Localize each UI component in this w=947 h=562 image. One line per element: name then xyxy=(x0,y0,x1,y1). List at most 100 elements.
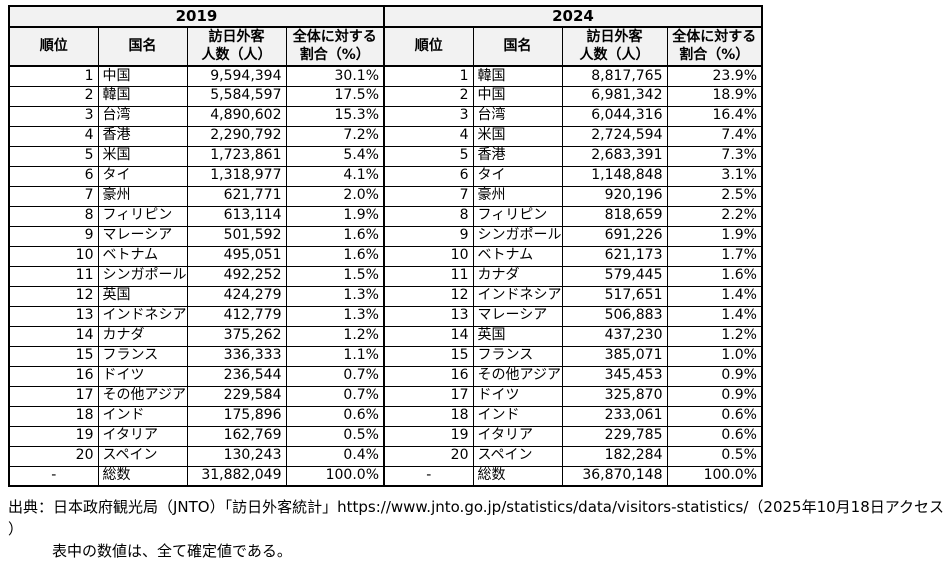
visitors-cell: 182,284 xyxy=(561,445,668,467)
rank-cell: 15 xyxy=(8,345,99,367)
share-column-header-2019: 全体に対する 割合（%） xyxy=(285,26,385,67)
table-row: 6 タイ 1,318,977 4.1% 6 タイ 1,148,848 3.1% xyxy=(8,165,763,187)
share-cell: 1.0% xyxy=(666,345,763,367)
rank-cell: 12 xyxy=(383,285,474,307)
table-row: 3 台湾 4,890,602 15.3% 3 台湾 6,044,316 16.4% xyxy=(8,105,763,127)
country-cell: インド xyxy=(97,405,188,427)
table-row: 16 ドイツ 236,544 0.7% 16 その他アジア 345,453 0.9% xyxy=(8,365,763,387)
rank-cell: 16 xyxy=(383,365,474,387)
rank-cell: 9 xyxy=(8,225,99,247)
country-cell: その他アジア xyxy=(97,385,188,407)
country-cell: 中国 xyxy=(472,85,563,107)
visitors-cell: 375,262 xyxy=(186,325,287,347)
visitors-cell: 2,724,594 xyxy=(561,125,668,147)
rank-cell: 11 xyxy=(8,265,99,287)
table-row: 8 フィリピン 613,114 1.9% 8 フィリピン 818,659 2.2% xyxy=(8,205,763,227)
visitors-cell: 236,544 xyxy=(186,365,287,387)
country-cell: 豪州 xyxy=(472,185,563,207)
share-cell: 0.5% xyxy=(285,425,385,447)
share-cell: 1.3% xyxy=(285,285,385,307)
visitors-cell: 175,896 xyxy=(186,405,287,427)
share-cell: 1.3% xyxy=(285,305,385,327)
visitors-cell: 621,173 xyxy=(561,245,668,267)
share-cell: 1.9% xyxy=(285,205,385,227)
rank-cell: 20 xyxy=(383,445,474,467)
share-cell: 1.2% xyxy=(666,325,763,347)
share-cell: 15.3% xyxy=(285,105,385,127)
country-cell: 韓国 xyxy=(472,65,563,87)
rank-cell: 2 xyxy=(383,85,474,107)
table-row: 2 韓国 5,584,597 17.5% 2 中国 6,981,342 18.9% xyxy=(8,85,763,107)
visitors-cell: 325,870 xyxy=(561,385,668,407)
rank-cell: 5 xyxy=(8,145,99,167)
year-header-2019: 2019 xyxy=(8,5,385,28)
visitors-cell: 130,243 xyxy=(186,445,287,467)
visitors-cell: 2,683,391 xyxy=(561,145,668,167)
country-column-header-2019: 国名 xyxy=(97,26,188,67)
rank-cell: 19 xyxy=(8,425,99,447)
country-cell: マレーシア xyxy=(472,305,563,327)
country-cell: その他アジア xyxy=(472,365,563,387)
visitors-cell: 501,592 xyxy=(186,225,287,247)
visitors-column-header-2024: 訪日外客 人数（人） xyxy=(561,26,668,67)
country-cell: フランス xyxy=(472,345,563,367)
visitors-column-header-2019: 訪日外客 人数（人） xyxy=(186,26,287,67)
rank-cell: 4 xyxy=(8,125,99,147)
country-cell: 英国 xyxy=(97,285,188,307)
rank-column-header-2024: 順位 xyxy=(383,26,474,67)
rank-cell: 17 xyxy=(383,385,474,407)
rank-cell: 2 xyxy=(8,85,99,107)
rank-cell: 7 xyxy=(8,185,99,207)
share-cell: 0.9% xyxy=(666,365,763,387)
rank-cell: 3 xyxy=(8,105,99,127)
country-cell: 台湾 xyxy=(97,105,188,127)
table-row: 9 マレーシア 501,592 1.6% 9 シンガポール 691,226 1.9% xyxy=(8,225,763,247)
share-cell: 1.4% xyxy=(666,305,763,327)
table-row: 10 ベトナム 495,051 1.6% 10 ベトナム 621,173 1.7% xyxy=(8,245,763,267)
share-cell: 4.1% xyxy=(285,165,385,187)
share-cell: 0.5% xyxy=(666,445,763,467)
total-row: - 総数 31,882,049 100.0% - 総数 36,870,148 100.0% xyxy=(8,465,763,487)
share-cell: 2.0% xyxy=(285,185,385,207)
share-cell: 23.9% xyxy=(666,65,763,87)
rank-cell: 20 xyxy=(8,445,99,467)
rank-cell: 3 xyxy=(383,105,474,127)
share-cell: 100.0% xyxy=(285,465,385,487)
rank-cell: 4 xyxy=(383,125,474,147)
rank-cell: 8 xyxy=(383,205,474,227)
visitors-cell: 492,252 xyxy=(186,265,287,287)
column-header-row: 順位 国名 訪日外客 人数（人） 全体に対する 割合（%） 順位 国名 訪日外客 人数（人）… xyxy=(8,26,763,67)
rank-cell: - xyxy=(383,465,474,487)
share-cell: 1.2% xyxy=(285,325,385,347)
share-cell: 0.7% xyxy=(285,385,385,407)
visitors-cell: 691,226 xyxy=(561,225,668,247)
rank-cell: 11 xyxy=(383,265,474,287)
visitors-cell: 385,071 xyxy=(561,345,668,367)
rank-cell: 19 xyxy=(383,425,474,447)
country-cell: カナダ xyxy=(97,325,188,347)
share-cell: 16.4% xyxy=(666,105,763,127)
country-cell: ベトナム xyxy=(97,245,188,267)
rank-cell: 5 xyxy=(383,145,474,167)
visitors-cell: 1,148,848 xyxy=(561,165,668,187)
country-cell: 香港 xyxy=(472,145,563,167)
share-cell: 30.1% xyxy=(285,65,385,87)
share-cell: 0.6% xyxy=(285,405,385,427)
country-cell: 韓国 xyxy=(97,85,188,107)
visitors-cell: 6,044,316 xyxy=(561,105,668,127)
share-column-header-2024: 全体に対する 割合（%） xyxy=(666,26,763,67)
visitors-cell: 437,230 xyxy=(561,325,668,347)
country-cell: イタリア xyxy=(472,425,563,447)
table-row: 20 スペイン 130,243 0.4% 20 スペイン 182,284 0.5% xyxy=(8,445,763,467)
visitors-cell: 6,981,342 xyxy=(561,85,668,107)
country-cell: スペイン xyxy=(472,445,563,467)
country-cell: タイ xyxy=(97,165,188,187)
country-cell: ドイツ xyxy=(97,365,188,387)
table-row: 19 イタリア 162,769 0.5% 19 イタリア 229,785 0.6% xyxy=(8,425,763,447)
share-cell: 7.4% xyxy=(666,125,763,147)
table-row: 13 インドネシア 412,779 1.3% 13 マレーシア 506,883 1.4% xyxy=(8,305,763,327)
country-cell: 香港 xyxy=(97,125,188,147)
share-cell: 1.6% xyxy=(285,225,385,247)
share-cell: 1.7% xyxy=(666,245,763,267)
